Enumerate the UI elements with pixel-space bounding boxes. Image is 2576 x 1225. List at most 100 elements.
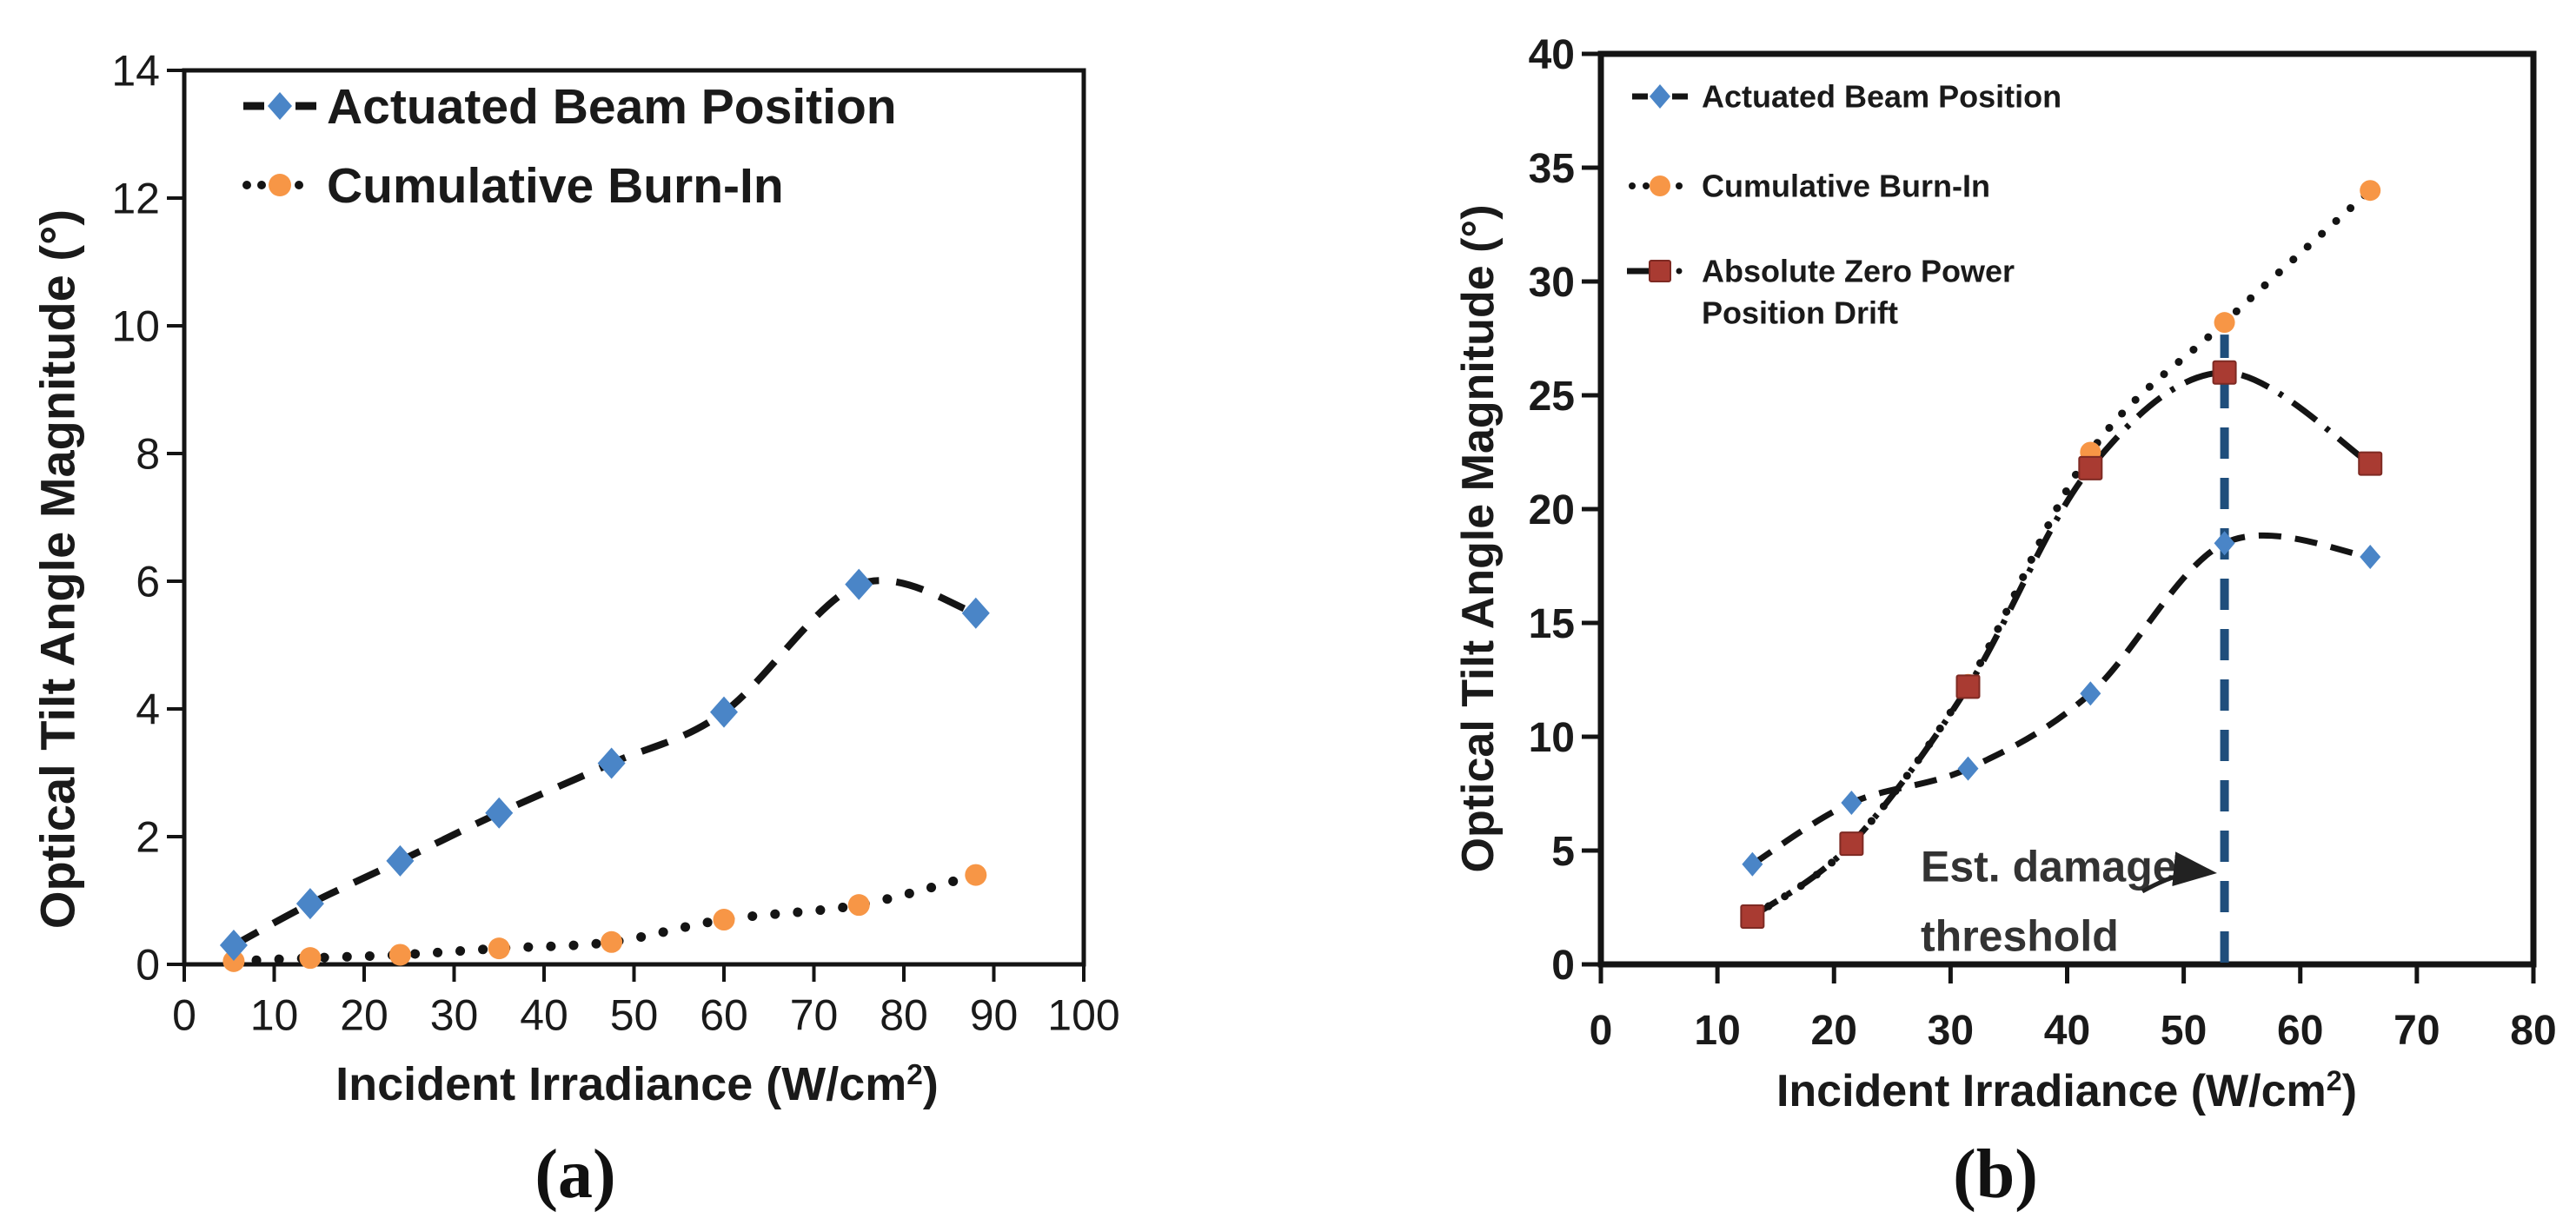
legend-label: Actuated Beam Position (327, 79, 897, 135)
data-point-diamond-marker (1742, 851, 1763, 877)
data-point-diamond-marker (295, 888, 324, 920)
data-point-square-marker (2078, 455, 2103, 480)
data-point-diamond-marker (2080, 681, 2101, 706)
x-tick-label: 20 (340, 991, 388, 1040)
data-point-circle-marker (488, 937, 510, 960)
x-tick-label: 20 (1811, 1008, 1857, 1054)
data-point-square-marker (1649, 260, 1671, 282)
legend-label: Actuated Beam Position (1702, 79, 2061, 115)
x-tick-label: 50 (2161, 1008, 2207, 1054)
series-line-circle (229, 870, 981, 966)
x-tick-label: 100 (1047, 991, 1119, 1040)
y-tick-label: 20 (1529, 487, 1575, 533)
y-tick-label: 2 (136, 813, 160, 862)
y-tick-label: 5 (1551, 829, 1575, 875)
legend: Actuated Beam Position Cumulative Burn-In (242, 79, 897, 214)
annotation-arrow (2141, 851, 2217, 894)
data-point-square-marker (2212, 360, 2237, 385)
x-tick-label: 80 (880, 991, 928, 1040)
data-point-square-marker (1740, 904, 1765, 929)
data-point-diamond-marker (2214, 531, 2235, 556)
series-line-diamond (232, 577, 978, 949)
caption-b: (b) (1953, 1136, 2038, 1213)
x-tick-label: 40 (520, 991, 568, 1040)
y-tick-label: 15 (1529, 601, 1575, 647)
y-tick-label: 6 (136, 558, 160, 606)
x-axis-title: Incident Irradiance (W/cm2) (335, 1058, 939, 1110)
legend-label: Absolute Zero Power (1702, 254, 2015, 289)
axis-ticks: 0 10 20 30 40 50 60 70 80 0 5 10 15 20 25 30 35 40 (1529, 32, 2557, 1054)
data-point-circle-marker (2214, 312, 2235, 334)
data-point-diamond-marker (2360, 545, 2381, 570)
legend-label: Cumulative Burn-In (1702, 169, 1990, 204)
data-point-diamond-marker (219, 929, 248, 961)
x-tick-label: 0 (172, 991, 196, 1040)
legend-dot-sample (242, 181, 251, 189)
data-point-circle-marker (2360, 180, 2381, 202)
x-tick-label: 80 (2510, 1008, 2556, 1054)
x-tick-label: 90 (970, 991, 1019, 1040)
caption-a: (a) (534, 1136, 616, 1213)
chart-b: 0 10 20 30 40 50 60 70 80 0 5 10 15 20 25 30 35 40 Inciden… (1453, 32, 2557, 1116)
data-point-square-marker (2358, 451, 2383, 476)
data-point-square-marker (1839, 831, 1864, 857)
data-point-circle-marker (222, 950, 245, 972)
x-tick-label: 10 (1694, 1008, 1740, 1054)
y-tick-label: 0 (1551, 943, 1575, 989)
legend-dot-sample (257, 181, 266, 189)
x-tick-label: 10 (250, 991, 299, 1040)
legend-dot-sample (1676, 268, 1683, 275)
data-point-square-marker (1955, 674, 1981, 699)
y-axis-title: Optical Tilt Angle Magnitude (°) (30, 209, 85, 929)
data-point-diamond-marker (386, 844, 415, 877)
annotation-est-damage-threshold: Est. damage threshold (1921, 843, 2217, 961)
legend-dot-sample (1643, 182, 1650, 189)
data-point-diamond-marker (961, 597, 990, 629)
axis-ticks: 0 10 20 30 40 50 60 70 80 90 100 0 2 4 6 8 10 12 14 (111, 47, 1119, 1040)
data-point-diamond-marker (1957, 756, 1979, 781)
y-tick-label: 40 (1529, 32, 1575, 78)
y-tick-label: 10 (1529, 715, 1575, 761)
annotation-text-line2: threshold (1921, 912, 2119, 961)
series-lines (229, 577, 981, 966)
x-tick-label: 60 (700, 991, 748, 1040)
y-tick-label: 14 (111, 47, 160, 96)
data-point-diamond-marker (1650, 84, 1670, 109)
data-point-diamond-marker (710, 696, 738, 728)
data-point-diamond-marker (485, 797, 514, 829)
y-tick-label: 0 (136, 941, 160, 990)
y-axis-title: Optical Tilt Angle Magnitude (°) (1453, 204, 1504, 872)
data-point-diamond-marker (268, 92, 292, 120)
legend-label: Position Drift (1702, 295, 1898, 331)
legend: Actuated Beam Position Cumulative Burn-In… (1627, 79, 2061, 331)
legend-dot-sample (1629, 182, 1636, 189)
data-point-circle-marker (299, 947, 322, 970)
data-point-circle-marker (601, 930, 623, 953)
data-point-circle-marker (1650, 175, 1670, 196)
data-point-circle-marker (388, 944, 411, 966)
y-tick-label: 25 (1529, 374, 1575, 420)
annotation-text-line1: Est. damage (1921, 843, 2177, 891)
y-tick-label: 12 (111, 175, 160, 223)
data-point-circle-marker (269, 174, 291, 196)
x-tick-label: 0 (1590, 1008, 1613, 1054)
data-point-circle-marker (965, 864, 987, 886)
x-tick-label: 50 (610, 991, 659, 1040)
data-point-circle-marker (713, 909, 735, 931)
data-point-diamond-marker (597, 747, 626, 779)
y-tick-label: 8 (136, 430, 160, 479)
data-point-circle-marker (847, 894, 870, 917)
series-line-circle (1748, 186, 2374, 921)
x-tick-label: 70 (2393, 1008, 2440, 1054)
y-tick-label: 30 (1529, 260, 1575, 306)
legend-dot-sample (295, 181, 303, 189)
x-axis-title: Incident Irradiance (W/cm2) (1776, 1065, 2357, 1116)
data-point-diamond-marker (845, 568, 873, 600)
chart-a: 0 10 20 30 40 50 60 70 80 90 100 0 2 4 6 8 10 12 14 Inciden… (30, 47, 1120, 1110)
y-tick-label: 4 (136, 685, 160, 734)
legend-dot-sample (1676, 182, 1683, 189)
x-tick-label: 30 (430, 991, 479, 1040)
y-tick-label: 35 (1529, 146, 1575, 192)
data-point-diamond-marker (1841, 790, 1862, 815)
